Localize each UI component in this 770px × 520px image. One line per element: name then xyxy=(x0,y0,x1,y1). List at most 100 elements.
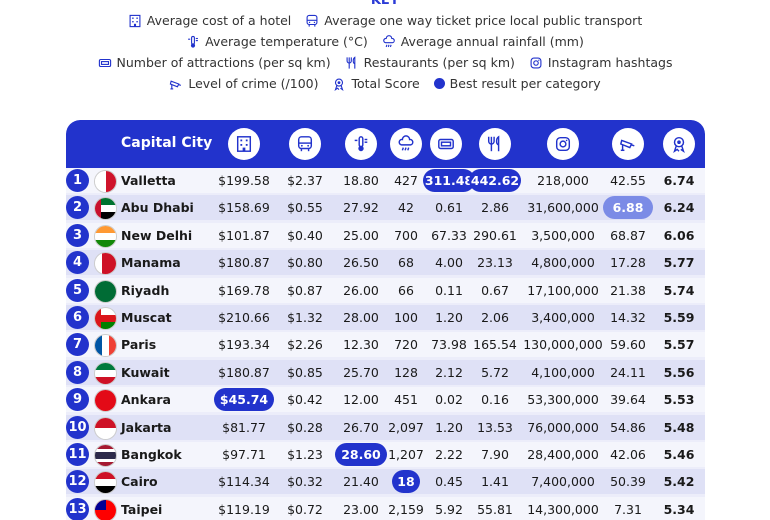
flag-icon xyxy=(94,361,117,385)
temp-cell: 25.70 xyxy=(343,364,379,380)
instagram-cell: 17,100,000 xyxy=(527,282,599,298)
restaurants-cell: 165.54 xyxy=(473,337,517,353)
score-cell: 5.59 xyxy=(663,310,695,325)
temp-cell: 12.00 xyxy=(343,392,379,408)
table-row: 8 Kuwait $180.87 $0.85 25.70 128 2.12 5.72 4,100… xyxy=(66,359,705,385)
hotel-cell: $193.34 xyxy=(218,337,270,353)
hotel-icon xyxy=(228,128,260,160)
rank-badge: 1 xyxy=(66,169,89,192)
table-row: 3 New Delhi $101.87 $0.40 25.00 700 67.33 290.6… xyxy=(66,222,705,248)
restaurants-cell: 442.62 xyxy=(469,169,521,192)
award-icon xyxy=(332,77,346,91)
restaurants-cell: 55.81 xyxy=(477,501,513,517)
transport-cell: $0.85 xyxy=(287,364,323,380)
crime-cell: 6.88 xyxy=(603,196,653,220)
hotel-icon xyxy=(128,14,142,28)
temp-cell: 21.40 xyxy=(343,474,379,490)
capital-city-header: Capital City xyxy=(121,135,213,151)
ticket-icon xyxy=(98,56,112,70)
instagram-cell: 76,000,000 xyxy=(527,419,599,435)
instagram-icon xyxy=(547,128,579,160)
rain-cell: 451 xyxy=(394,392,418,408)
key-item: Best result per category xyxy=(433,76,601,91)
attractions-cell: 4.00 xyxy=(435,255,463,271)
instagram-cell: 3,500,000 xyxy=(531,227,595,243)
key-item: Number of attractions (per sq km) xyxy=(98,55,331,70)
crime-cell: 17.28 xyxy=(610,255,646,271)
city-name: Paris xyxy=(121,337,157,353)
table-row: 5 Riyadh $169.78 $0.87 26.00 66 0.11 0.67 17,100… xyxy=(66,277,705,303)
rain-cloud-icon xyxy=(390,128,422,160)
crime-cell: 39.64 xyxy=(610,392,646,408)
transport-cell: $0.28 xyxy=(287,419,323,435)
hotel-cell: $45.74 xyxy=(214,388,274,412)
transport-cell: $1.32 xyxy=(287,310,323,325)
table-row: 2 Abu Dhabi $158.69 $0.55 27.92 42 0.61 2.86 31,… xyxy=(66,195,705,221)
transport-cell: $0.42 xyxy=(287,392,323,408)
score-cell: 5.48 xyxy=(663,419,695,435)
rain-cell: 18 xyxy=(392,470,420,494)
transport-cell: $0.40 xyxy=(287,227,323,243)
hotel-cell: $119.19 xyxy=(218,501,270,517)
transport-cell: $0.87 xyxy=(287,282,323,298)
key-item: Instagram hashtags xyxy=(529,55,672,70)
rain-cell: 42 xyxy=(398,200,414,216)
crime-cell: 21.38 xyxy=(610,282,646,298)
score-cell: 5.56 xyxy=(663,364,695,380)
restaurants-cell: 13.53 xyxy=(477,419,513,435)
rank-badge: 11 xyxy=(66,443,89,466)
temp-cell: 26.70 xyxy=(343,419,379,435)
score-cell: 5.57 xyxy=(663,337,695,353)
city-name: Valletta xyxy=(121,173,176,188)
thermometer-icon xyxy=(345,128,377,160)
bus-icon xyxy=(305,14,319,28)
rain-cell: 2,159 xyxy=(388,501,424,517)
crime-cell: 59.60 xyxy=(610,337,646,353)
rank-badge: 5 xyxy=(66,278,89,302)
attractions-cell: 0.45 xyxy=(435,474,463,490)
flag-icon xyxy=(94,197,117,221)
key-item: Level of crime (/100) xyxy=(169,76,318,91)
attractions-cell: 67.33 xyxy=(431,227,467,243)
rank-badge: 3 xyxy=(66,223,89,247)
rain-cell: 2,097 xyxy=(388,419,424,435)
hotel-cell: $81.77 xyxy=(222,419,266,435)
cutlery-icon xyxy=(345,55,359,70)
rank-badge: 4 xyxy=(66,251,89,275)
hotel-cell: $114.34 xyxy=(218,474,270,490)
restaurants-cell: 2.86 xyxy=(481,200,509,216)
rank-badge: 13 xyxy=(66,497,89,520)
key-label: Average cost of a hotel xyxy=(146,13,292,28)
temp-cell: 23.00 xyxy=(343,501,379,517)
instagram-cell: 14,300,000 xyxy=(527,501,599,517)
rank-badge: 9 xyxy=(66,388,89,412)
attractions-cell: 5.92 xyxy=(435,501,463,517)
hotel-cell: $169.78 xyxy=(218,282,270,298)
rain-cell: 128 xyxy=(394,364,418,380)
key-label: Average annual rainfall (mm) xyxy=(400,34,584,49)
key-label: Average temperature (°C) xyxy=(205,34,368,49)
crime-cell: 42.06 xyxy=(610,447,646,462)
attractions-cell: 311.48 xyxy=(423,169,475,192)
flag-icon xyxy=(94,498,117,520)
rain-cell: 700 xyxy=(394,227,418,243)
key-item: Total Score xyxy=(332,76,420,91)
temp-cell: 27.92 xyxy=(343,200,379,216)
cutlery-icon xyxy=(479,128,511,160)
hotel-cell: $180.87 xyxy=(218,255,270,271)
score-cell: 6.06 xyxy=(663,227,695,243)
flag-icon xyxy=(94,471,117,495)
temp-cell: 26.00 xyxy=(343,282,379,298)
instagram-cell: 31,600,000 xyxy=(527,200,599,216)
transport-cell: $1.23 xyxy=(287,447,323,462)
instagram-cell: 7,400,000 xyxy=(531,474,595,490)
restaurants-cell: 7.90 xyxy=(481,447,509,462)
transport-cell: $0.80 xyxy=(287,255,323,271)
city-name: Bangkok xyxy=(121,447,182,462)
temp-cell: 25.00 xyxy=(343,227,379,243)
rain-cloud-icon xyxy=(382,34,396,49)
attractions-cell: 2.22 xyxy=(435,447,463,462)
rain-cell: 720 xyxy=(394,337,418,353)
score-cell: 5.34 xyxy=(663,501,695,517)
crime-cell: 14.32 xyxy=(610,310,646,325)
